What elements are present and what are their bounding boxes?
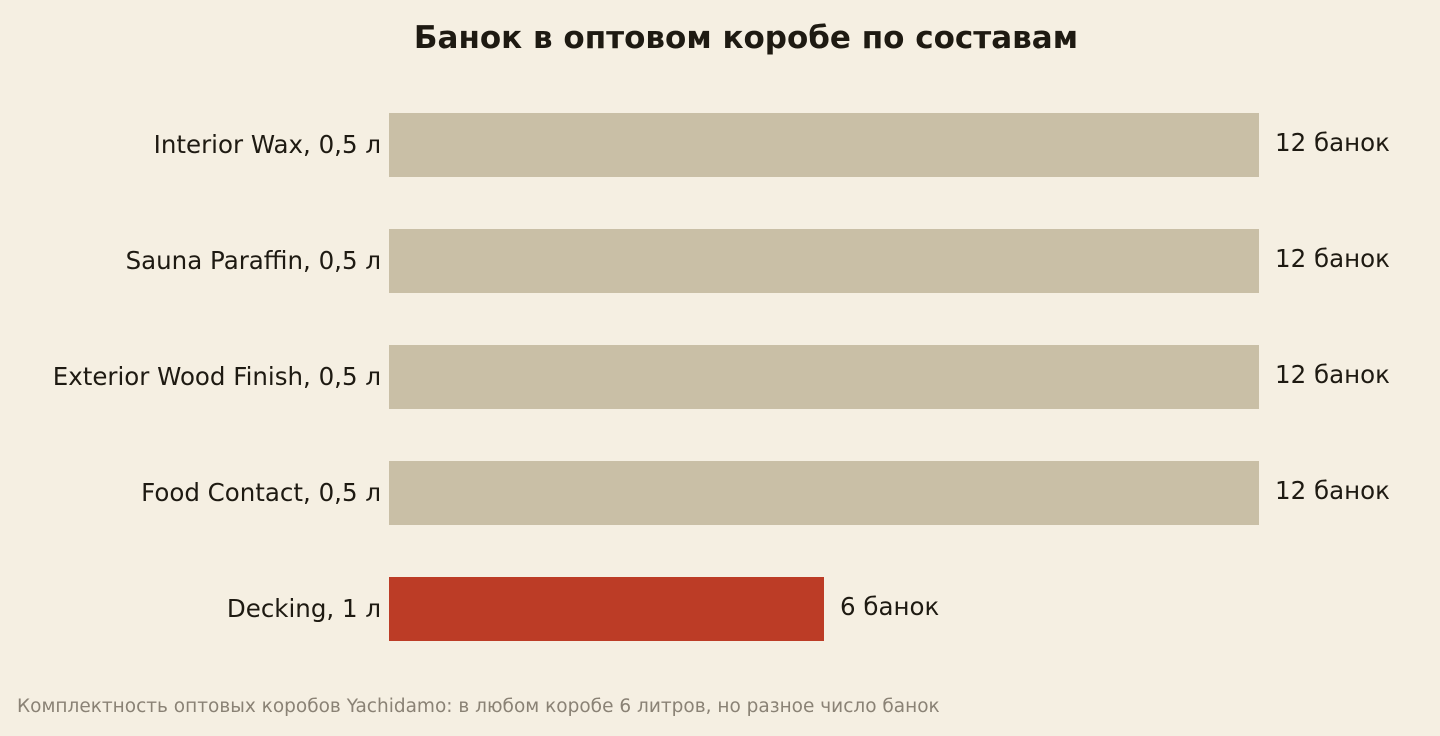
- chart-title: Банок в оптовом коробе по составам: [413, 20, 1079, 56]
- category-labels-group: Interior Wax, 0,5 л Sauna Paraffin, 0,5 л…: [53, 130, 381, 623]
- bar-3: [389, 345, 1259, 409]
- bar-1: [389, 113, 1259, 177]
- value-label-3: 12 банок: [1275, 360, 1390, 389]
- category-label-1: Interior Wax, 0,5 л: [154, 130, 381, 159]
- value-label-2: 12 банок: [1275, 244, 1390, 273]
- bar-2: [389, 229, 1259, 293]
- chart-footnote: Комплектность оптовых коробов Yachidamo:…: [17, 696, 940, 717]
- category-label-5: Decking, 1 л: [227, 594, 381, 623]
- bars-group: [389, 113, 1259, 641]
- value-label-4: 12 банок: [1275, 476, 1390, 505]
- category-label-3: Exterior Wood Finish, 0,5 л: [53, 362, 381, 391]
- value-label-1: 12 банок: [1275, 128, 1390, 157]
- category-label-4: Food Contact, 0,5 л: [141, 478, 381, 507]
- value-labels-group: 12 банок 12 банок 12 банок 12 банок 6 банок: [840, 128, 1390, 621]
- bar-4: [389, 461, 1259, 525]
- value-label-5: 6 банок: [840, 592, 939, 621]
- category-label-2: Sauna Paraffin, 0,5 л: [126, 246, 381, 275]
- bar-5: [389, 577, 824, 641]
